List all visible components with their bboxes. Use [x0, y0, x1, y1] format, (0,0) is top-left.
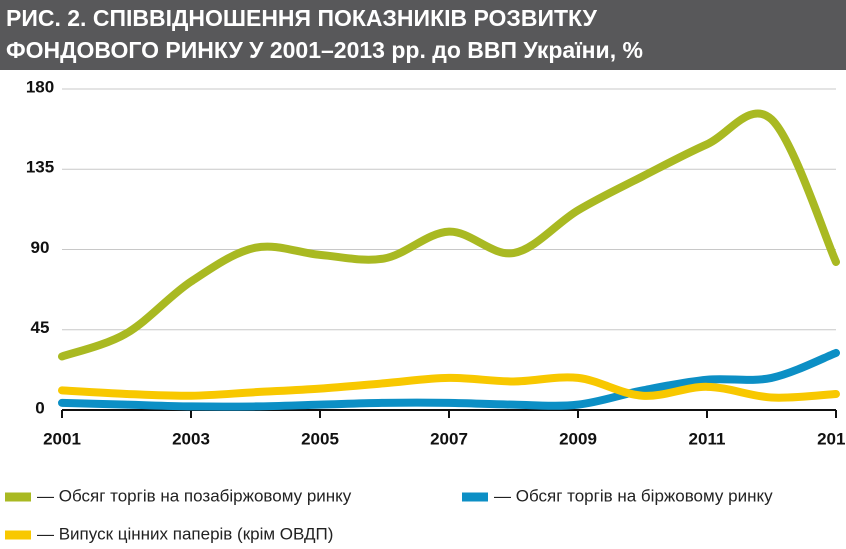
legend-label: — Обсяг торгів на позабіржовому ринку: [37, 486, 352, 505]
x-tick-label: 2013: [817, 429, 846, 448]
y-tick-label: 90: [31, 238, 50, 257]
x-tick-label: 2009: [559, 429, 597, 448]
x-tick-label: 2005: [301, 429, 339, 448]
line: [58, 109, 840, 361]
x-tick-label: 2007: [430, 429, 468, 448]
x-tick-label: 2003: [172, 429, 210, 448]
chart-title: РИС. 2. СПІВВІДНОШЕННЯ ПОКАЗНИКІВ РОЗВИТ…: [6, 5, 598, 31]
y-tick-label: 0: [35, 398, 44, 417]
title-banner: [0, 0, 846, 70]
legend-label: — Обсяг торгів на біржовому ринку: [494, 486, 773, 505]
x-tick-label: 2011: [689, 429, 726, 448]
chart-title: ФОНДОВОГО РИНКУ У 2001–2013 рр. до ВВП У…: [6, 37, 643, 63]
x-tick-label: 2001: [43, 429, 81, 448]
y-tick-label: 135: [26, 158, 54, 177]
y-tick-label: 180: [26, 77, 54, 96]
legend-label: — Випуск цінних паперів (крім ОВДП): [37, 524, 333, 543]
y-tick-label: 45: [31, 318, 50, 337]
line: [58, 348, 840, 411]
line: [58, 373, 840, 402]
